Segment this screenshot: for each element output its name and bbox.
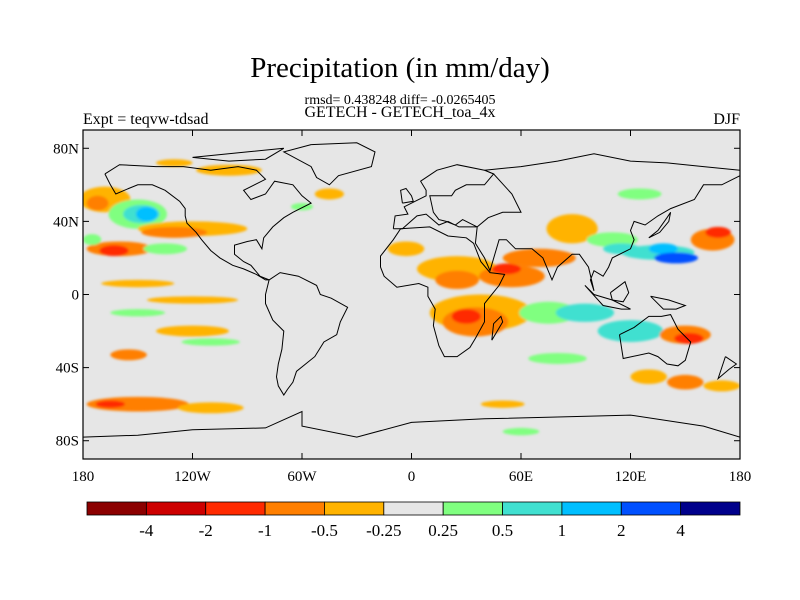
coastline-europe bbox=[392, 164, 495, 230]
anomaly-patch bbox=[86, 195, 109, 211]
rmsd-diff-stats: rmsd= 0.438248 diff= -0.0265405 bbox=[304, 93, 496, 108]
coastline-indonesia bbox=[584, 285, 631, 310]
x-tick-label: 180 bbox=[729, 469, 752, 485]
anomaly-patch bbox=[667, 374, 704, 390]
y-tick-label: 80N bbox=[53, 141, 79, 157]
coastline-madagascar bbox=[491, 315, 504, 341]
coastlines bbox=[83, 142, 740, 438]
anomaly-patch bbox=[156, 159, 193, 167]
coastline-africa bbox=[380, 226, 506, 358]
coastline-arctic-islands bbox=[192, 147, 285, 162]
y-tick-label: 40N bbox=[53, 214, 79, 230]
colorbar-box bbox=[680, 501, 741, 516]
anomaly-patch bbox=[143, 243, 188, 255]
colorbar-label: 1 bbox=[558, 521, 567, 540]
anomaly-patch bbox=[555, 303, 615, 322]
longitude-axis: 180 120W 60W 0 60E 120E 180 bbox=[72, 130, 752, 485]
anomaly-patch bbox=[387, 241, 425, 257]
y-tick-label: 0 bbox=[72, 288, 80, 304]
anomaly-patch bbox=[83, 234, 102, 246]
colorbar-box bbox=[86, 501, 147, 516]
colorbar-label: 4 bbox=[676, 521, 685, 540]
colorbar-label: 0.5 bbox=[492, 521, 513, 540]
colorbar-box bbox=[561, 501, 622, 516]
anomaly-patch bbox=[196, 164, 262, 176]
x-tick-label: 180 bbox=[72, 469, 95, 485]
anomaly-patch bbox=[86, 396, 189, 412]
anomaly-patch bbox=[110, 349, 147, 361]
experiment-label: Expt = teqvw-tdsad bbox=[83, 111, 209, 128]
colorbar-label: -1 bbox=[258, 521, 272, 540]
colorbar: -4 -2 -1 -0.5 -0.25 0.25 0.5 1 2 4 bbox=[86, 501, 741, 540]
coastline-south-america bbox=[265, 272, 349, 396]
coastline-new-guinea bbox=[650, 295, 687, 310]
colorbar-label: 0.25 bbox=[428, 521, 458, 540]
colorbar-box bbox=[383, 501, 444, 516]
coastline-greenland bbox=[282, 142, 376, 186]
coastline-australia bbox=[619, 314, 692, 367]
anomaly-patch bbox=[135, 206, 158, 222]
anomaly-patch bbox=[705, 226, 731, 238]
x-tick-label: 0 bbox=[408, 469, 416, 485]
colorbar-label: -4 bbox=[139, 521, 154, 540]
colorbar-box bbox=[442, 501, 503, 516]
anomaly-patch bbox=[99, 245, 129, 257]
anomaly-patch bbox=[546, 214, 598, 244]
anomaly-patch bbox=[648, 243, 678, 255]
x-tick-label: 120E bbox=[615, 469, 647, 485]
anomaly-patch bbox=[491, 263, 521, 275]
colorbar-label: -2 bbox=[199, 521, 213, 540]
anomaly-patch bbox=[156, 325, 229, 337]
colorbar-box bbox=[145, 501, 207, 516]
coastline-new-zealand bbox=[717, 356, 738, 381]
colorbar-box bbox=[502, 501, 563, 516]
coastline-borneo bbox=[609, 280, 630, 303]
anomaly-patch bbox=[480, 400, 525, 408]
chart-subtitle: GETECH - GETECH_toa_4x bbox=[304, 104, 496, 121]
anomaly-patch bbox=[703, 380, 740, 392]
anomaly-patch bbox=[630, 369, 667, 385]
season-label: DJF bbox=[713, 111, 740, 128]
x-tick-label: 120W bbox=[174, 469, 212, 485]
colorbar-label: -0.5 bbox=[311, 521, 338, 540]
coastline-japan bbox=[648, 212, 672, 239]
coastline-asia bbox=[474, 153, 740, 291]
colorbar-box bbox=[264, 501, 325, 516]
anomaly-patch bbox=[586, 232, 638, 247]
chart-title: Precipitation (in mm/day) bbox=[250, 52, 550, 84]
y-tick-label: 80S bbox=[56, 434, 79, 450]
x-tick-label: 60E bbox=[509, 469, 533, 485]
anomaly-patch bbox=[597, 320, 664, 343]
anomaly-patch bbox=[177, 402, 244, 414]
coastline-uk bbox=[400, 187, 414, 204]
anomaly-patch bbox=[654, 252, 699, 264]
x-tick-label: 60W bbox=[287, 469, 317, 485]
anomaly-patch bbox=[502, 427, 540, 436]
latitude-axis: 80N 40N 0 40S 80S bbox=[53, 141, 740, 450]
anomaly-patch bbox=[416, 256, 498, 282]
anomaly-patch bbox=[181, 338, 240, 346]
anomaly-patch bbox=[146, 296, 239, 304]
anomaly-patch bbox=[451, 309, 481, 324]
colorbar-label: -0.25 bbox=[366, 521, 401, 540]
colorbar-box bbox=[324, 501, 385, 516]
colorbar-label: 2 bbox=[617, 521, 626, 540]
anomaly-patch bbox=[435, 270, 480, 290]
coastline-north-america bbox=[104, 164, 313, 281]
anomaly-patch bbox=[110, 309, 166, 317]
y-tick-label: 40S bbox=[56, 361, 79, 377]
anomaly-patch bbox=[314, 188, 344, 200]
colorbar-box bbox=[620, 501, 682, 516]
anomaly-patch bbox=[502, 248, 576, 268]
anomaly-patch bbox=[528, 352, 587, 364]
anomaly-patch bbox=[617, 188, 662, 200]
anomaly-patch bbox=[95, 400, 125, 408]
anomaly-patch bbox=[674, 332, 704, 344]
colorbar-box bbox=[205, 501, 266, 516]
anomaly-patch bbox=[141, 226, 208, 238]
anomaly-patch bbox=[101, 279, 175, 288]
coastline-antarctica bbox=[83, 410, 740, 438]
